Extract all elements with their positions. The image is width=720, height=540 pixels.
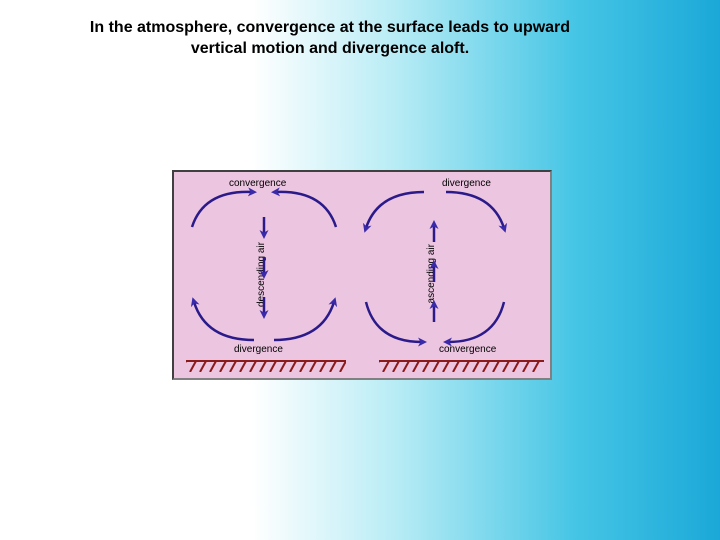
ground-left xyxy=(186,360,346,372)
page-title: In the atmosphere, convergence at the su… xyxy=(80,18,580,60)
ground-right xyxy=(379,360,544,372)
diagram: convergence divergence divergence conver… xyxy=(174,172,550,378)
arrows-svg xyxy=(174,172,554,382)
diagram-frame: convergence divergence divergence conver… xyxy=(172,170,552,380)
